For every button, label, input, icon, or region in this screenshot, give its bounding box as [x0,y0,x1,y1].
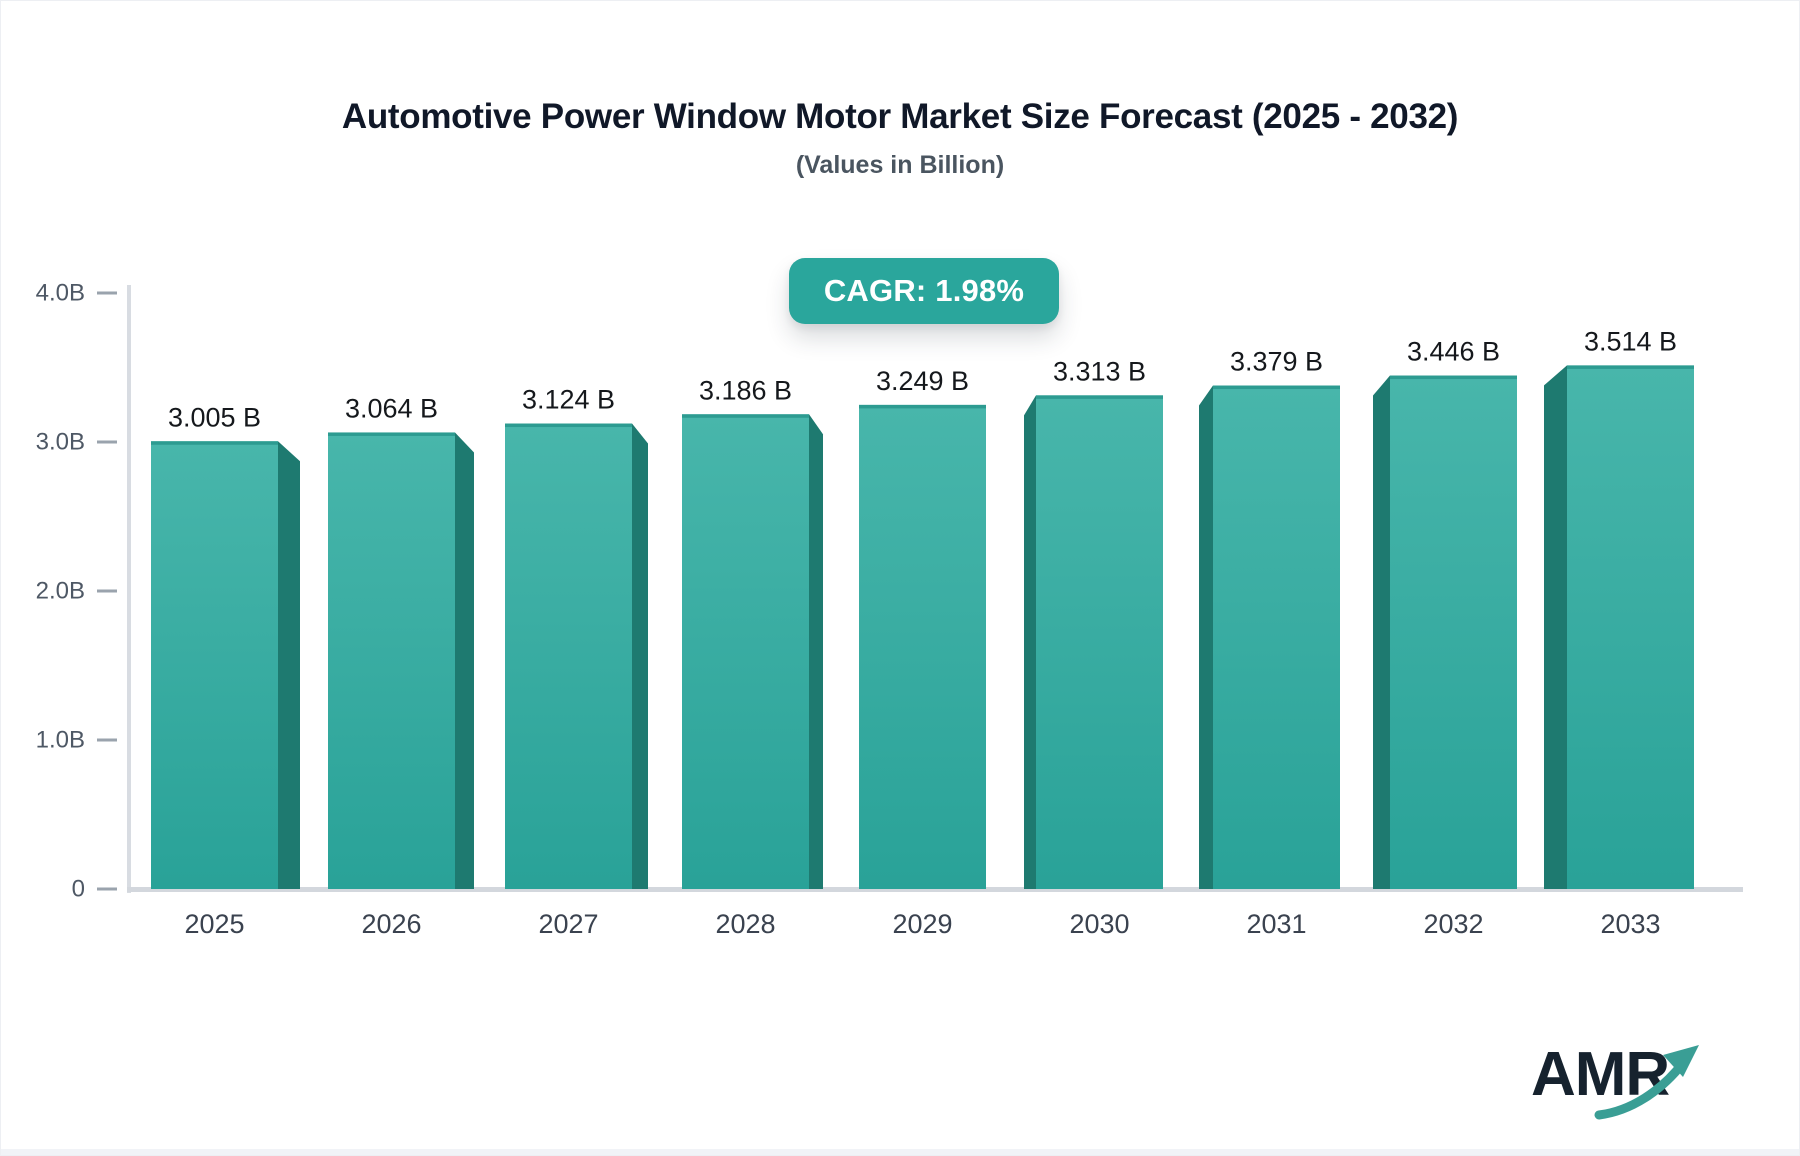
bar-top-edge-2027 [505,423,632,428]
cagr-badge: CAGR: 1.98% [789,258,1059,324]
bar-top-edge-2025 [151,441,278,445]
y-tick-mark [97,440,117,444]
x-tick-label-2030: 2030 [1069,909,1129,939]
chart-subtitle: (Values in Billion) [795,151,1005,179]
y-axis-line [127,285,131,893]
y-tick-label: 2.0B [36,578,85,605]
x-tick-label-2027: 2027 [538,909,598,939]
bar-face-2026 [328,432,455,889]
bar-face-2033 [1567,365,1694,889]
y-tick-label: 0 [72,876,85,903]
bar-side-2033 [1544,365,1567,889]
bar-face-2032 [1390,375,1517,889]
y-tick-label: 3.0B [36,429,85,456]
x-tick-label-2031: 2031 [1246,909,1306,939]
bar-value-label-2032: 3.446 B [1407,337,1500,367]
x-tick-label-2029: 2029 [892,909,952,939]
bar-side-2032 [1373,375,1390,889]
x-tick-label-2032: 2032 [1423,909,1483,939]
bar-top-edge-2026 [328,432,455,436]
bar-side-2026 [455,432,474,889]
bar-face-2028 [682,414,809,889]
bar-top-edge-2032 [1390,375,1517,380]
x-tick-label-2026: 2026 [361,909,421,939]
bar-face-2029 [859,404,986,889]
chart-title: Automotive Power Window Motor Market Siz… [341,97,1459,136]
x-tick-label-2028: 2028 [715,909,775,939]
bottom-border [1,1149,1799,1155]
bar-value-label-2026: 3.064 B [345,393,438,423]
bar-value-label-2029: 3.249 B [876,366,969,396]
bar-top-edge-2029 [859,404,986,409]
y-tick-label: 4.0B [36,280,85,307]
x-tick-label-2033: 2033 [1600,909,1660,939]
trend-arrow-shaft [1594,1058,1688,1120]
bar-top-edge-2031 [1213,385,1340,390]
trend-arrow-icon [1594,1045,1699,1120]
cagr-badge-label: CAGR: 1.98% [823,273,1025,308]
y-tick-label: 1.0B [36,727,85,754]
bar-top-edge-2030 [1036,395,1163,399]
y-tick-mark [97,291,117,295]
y-tick-mark [97,887,117,891]
bar-value-label-2031: 3.379 B [1230,347,1323,377]
bar-value-label-2025: 3.005 B [168,402,261,432]
bar-face-2027 [505,423,632,889]
y-tick-mark [97,589,117,593]
amr-logo: AMR [1531,1040,1699,1120]
bar-side-2028 [809,414,823,889]
x-tick-label-2025: 2025 [184,909,244,939]
bar-value-label-2028: 3.186 B [699,375,792,405]
bar-top-edge-2028 [682,414,809,418]
bar-top-edge-2033 [1567,365,1694,369]
bar-side-2025 [278,441,300,889]
trend-arrow-head [1663,1045,1699,1077]
bar-side-2031 [1199,385,1213,889]
bar-value-label-2033: 3.514 B [1584,326,1677,356]
bar-face-2031 [1213,385,1340,889]
bar-face-2025 [151,441,278,889]
bar-face-2030 [1036,395,1163,889]
y-tick-mark [97,738,117,742]
bar-value-label-2030: 3.313 B [1053,356,1146,386]
bar-side-2027 [632,423,648,889]
bar-value-label-2027: 3.124 B [522,385,615,415]
bar-side-2030 [1024,395,1036,889]
x-axis-line [127,887,1743,892]
